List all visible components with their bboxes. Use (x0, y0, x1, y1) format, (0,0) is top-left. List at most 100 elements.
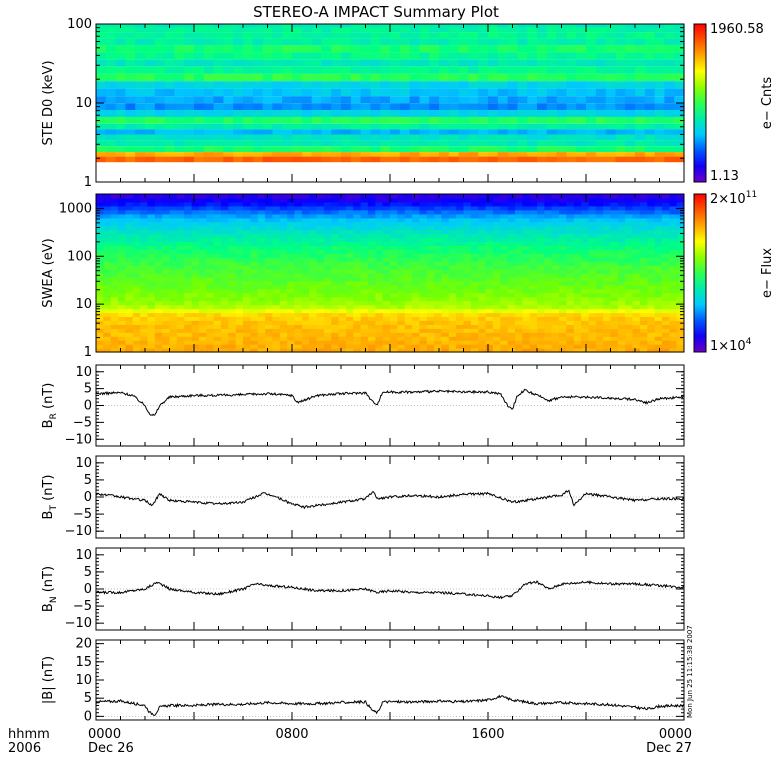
heatmap-cell (176, 229, 185, 235)
heatmap-cell (272, 88, 283, 97)
heatmap-cell (213, 81, 224, 89)
heatmap-cell (235, 280, 244, 286)
heatmap-cell (448, 332, 457, 337)
heatmap-cell (176, 237, 185, 242)
heatmap-cell (257, 209, 266, 215)
heatmap-cell (544, 308, 553, 314)
heatmap-cell (380, 32, 391, 39)
heatmap-cell (243, 129, 254, 135)
heatmap-cell (235, 217, 244, 223)
heatmap-cell (581, 257, 589, 262)
heatmap-cell (243, 59, 254, 67)
colorbar (693, 23, 707, 183)
heatmap-cell (615, 52, 626, 60)
heatmap-cell (662, 292, 670, 298)
heatmap-cell (145, 134, 156, 141)
heatmap-cell (213, 73, 224, 82)
heatmap-cell (118, 273, 126, 278)
heatmap-cell (669, 229, 678, 235)
heatmap-cell (279, 241, 288, 246)
heatmap-cell (500, 296, 509, 302)
heatmap-cell (294, 296, 303, 302)
heatmap-cell (390, 225, 398, 231)
heatmap-cell (463, 198, 472, 203)
heatmap-cell (345, 198, 354, 203)
heatmap-cell (191, 257, 200, 262)
heatmap-cell (390, 24, 401, 28)
heatmap-cell (573, 292, 582, 298)
heatmap-cell (287, 312, 295, 317)
heatmap-cell (206, 249, 215, 254)
heatmap-cell (154, 194, 163, 199)
heatmap-cell (507, 66, 518, 74)
heatmap-cell (647, 336, 656, 341)
heatmap-cell (184, 134, 195, 141)
heatmap-cell (515, 217, 523, 223)
heatmap-cell (321, 96, 332, 104)
heatmap-cell (135, 81, 146, 89)
heatmap-cell (360, 110, 371, 117)
heatmap-cell (140, 253, 148, 258)
heatmap-cell (632, 201, 641, 207)
heatmap-cell (345, 336, 354, 341)
heatmap-cell (220, 253, 229, 258)
heatmap-cell (537, 110, 548, 117)
heatmap-cell (250, 205, 259, 211)
heatmap-cell (184, 217, 193, 223)
heatmap-cell (551, 221, 560, 227)
heatmap-cell (316, 229, 325, 235)
heatmap-cell (331, 221, 340, 227)
heatmap-cell (154, 261, 163, 266)
heatmap-cell (176, 205, 185, 211)
heatmap-cell (140, 296, 148, 302)
heatmap-cell (662, 221, 670, 227)
heatmap-cell (375, 261, 384, 266)
heatmap-cell (125, 123, 136, 130)
heatmap-cell (664, 88, 675, 97)
heatmap-cell (132, 324, 141, 329)
heatmap-cell (399, 146, 411, 153)
heatmap-cell (279, 320, 288, 325)
heatmap-cell (321, 110, 332, 117)
heatmap-cell (470, 265, 479, 270)
heatmap-cell (169, 276, 178, 282)
heatmap-cell (639, 273, 648, 278)
heatmap-cell (103, 233, 112, 238)
heatmap-cell (404, 257, 413, 262)
heatmap-cell (632, 269, 641, 274)
heatmap-cell (323, 316, 332, 321)
heatmap-cell (301, 340, 310, 345)
heatmap-cell (595, 328, 604, 333)
heatmap-cell (96, 201, 104, 207)
heatmap-cell (321, 134, 332, 141)
heatmap-cell (294, 340, 303, 345)
heatmap-cell (96, 38, 107, 46)
heatmap-cell (125, 304, 134, 310)
heatmap-cell (287, 269, 295, 274)
heatmap-cell (537, 324, 545, 329)
heatmap-cell (559, 344, 567, 349)
heatmap-cell (399, 156, 411, 165)
heatmap-cell (647, 201, 656, 207)
heatmap-cell (294, 336, 303, 341)
heatmap-cell (632, 198, 641, 203)
heatmap-cell (257, 225, 266, 231)
heatmap-cell (674, 96, 685, 104)
heatmap-cell (223, 134, 234, 141)
heatmap-cell (154, 156, 166, 165)
heatmap-cell (581, 340, 589, 345)
heatmap-cell (478, 146, 489, 153)
heatmap-cell (350, 156, 362, 165)
heatmap-cell (647, 253, 656, 258)
heatmap-cell (345, 249, 354, 254)
heatmap-cell (647, 308, 656, 314)
heatmap-cell (412, 245, 420, 250)
heatmap-cell (605, 152, 616, 157)
heatmap-cell (426, 340, 435, 345)
heatmap-cell (544, 324, 553, 329)
heatmap-cell (537, 221, 545, 227)
heatmap-cell (162, 324, 171, 329)
heatmap-cell (644, 73, 656, 82)
heatmap-cell (537, 134, 548, 141)
